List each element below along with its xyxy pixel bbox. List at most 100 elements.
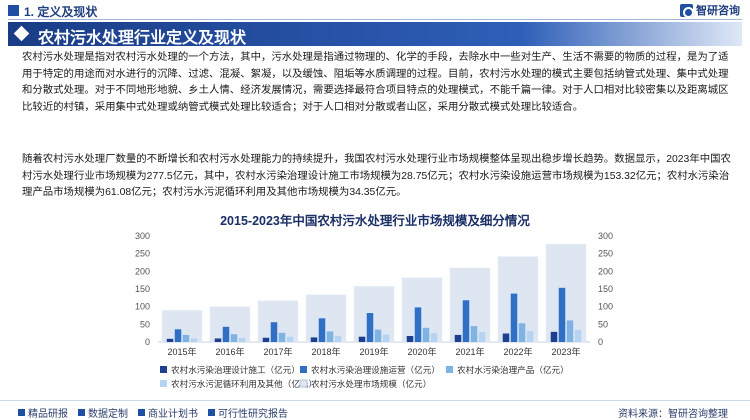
footer-tag[interactable]: 数据定制 — [78, 405, 128, 420]
legend-label: 农村水污染治理产品（亿元） — [457, 364, 569, 375]
total-market-bar — [545, 243, 587, 342]
segment-bar — [406, 335, 414, 342]
x-tick-label: 2021年 — [455, 346, 484, 357]
segment-bar — [262, 337, 270, 342]
total-market-bar — [161, 310, 203, 342]
segment-bar — [430, 333, 438, 342]
footer: 精品研报 数据定制 商业计划书 可行性研究报告 资料来源：智研咨询整理 — [0, 400, 750, 420]
source-note: 资料来源：智研咨询整理 — [618, 409, 728, 420]
segment-bar — [174, 329, 182, 342]
total-market-bar — [257, 300, 299, 342]
segment-bar — [190, 338, 198, 342]
legend-swatch — [300, 366, 307, 373]
footer-tag[interactable]: 可行性研究报告 — [208, 405, 288, 420]
y-right-tick-label: 150 — [598, 284, 613, 294]
y-right-tick-label: 50 — [598, 319, 608, 329]
market-size-chart: 0 50 100 150 200 250 300 0 50 100 150 200 250 300 2015… — [135, 231, 613, 389]
footer-tag[interactable]: 商业计划书 — [138, 405, 198, 420]
y-left-tick-label: 150 — [135, 284, 150, 294]
logo-icon — [680, 3, 694, 18]
y-left-tick-label: 50 — [140, 319, 150, 329]
x-tick-label: 2022年 — [503, 346, 532, 357]
segment-bar — [470, 326, 478, 342]
segment-bar — [222, 326, 230, 342]
segment-bar — [334, 335, 342, 342]
total-market-bar — [305, 294, 347, 342]
section-marker — [8, 5, 19, 16]
footer-tag-label: 可行性研究报告 — [218, 409, 288, 420]
segment-bar — [510, 293, 518, 342]
y-right-tick-label: 0 — [598, 337, 603, 347]
segment-bar — [366, 313, 374, 342]
legend-label: 农村水污染治理设计施工（亿元） — [171, 364, 300, 375]
total-market-bar — [209, 306, 251, 342]
segment-bar — [310, 337, 318, 342]
segment-bar — [422, 327, 430, 342]
segment-bar — [478, 332, 486, 342]
footer-tag-label: 精品研报 — [28, 409, 68, 420]
x-tick-label: 2015年 — [167, 346, 196, 357]
y-left-tick-label: 100 — [135, 302, 150, 312]
logo-text: 智研咨询 — [696, 5, 740, 17]
footer-tag[interactable]: 精品研报 — [18, 405, 68, 420]
legend-swatch — [446, 366, 453, 373]
segment-bar — [414, 307, 422, 342]
segment-bar — [574, 329, 582, 342]
footer-tags: 精品研报 数据定制 商业计划书 可行性研究报告 — [18, 405, 288, 420]
footer-tag-label: 商业计划书 — [148, 409, 198, 420]
y-right-tick-label: 100 — [598, 302, 613, 312]
total-market-bar — [401, 277, 443, 342]
y-left-tick-label: 250 — [135, 249, 150, 259]
y-left-tick-label: 200 — [135, 266, 150, 276]
chart-title: 2015-2023年中国农村污水处理行业市场规模及细分情况 — [220, 214, 530, 228]
segment-bar — [526, 331, 534, 342]
segment-bar — [550, 331, 558, 342]
y-right-tick-label: 200 — [598, 266, 613, 276]
y-right-tick-label: 250 — [598, 249, 613, 259]
headline-banner: 农村污水处理行业定义及现状 — [8, 22, 742, 47]
total-market-bar — [353, 286, 395, 342]
total-market-bar — [497, 256, 539, 342]
segment-bar — [286, 336, 294, 342]
definition-paragraph: 农村污水处理是指对农村污水处理的一个方法，其中，污水处理是指通过物理的、化学的手… — [22, 52, 729, 113]
x-tick-label: 2018年 — [311, 346, 340, 357]
segment-bar — [566, 320, 574, 342]
segment-bar — [558, 287, 566, 342]
legend-label: 农村污水处理市场规模（亿元） — [311, 378, 431, 389]
square-icon — [138, 409, 145, 416]
section-title: 1. 定义及现状 — [24, 5, 98, 19]
x-tick-label: 2020年 — [407, 346, 436, 357]
segment-bar — [318, 318, 326, 342]
legend-swatch — [160, 366, 167, 373]
y-right-tick-label: 300 — [598, 231, 613, 241]
segment-bar — [382, 334, 390, 342]
square-icon — [208, 409, 215, 416]
segment-bar — [278, 332, 286, 342]
legend-swatch — [160, 380, 167, 387]
segment-bar — [358, 336, 366, 342]
segment-bar — [462, 300, 470, 342]
brand-logo[interactable]: 智研咨询 — [680, 2, 740, 18]
segment-bar — [166, 338, 174, 342]
x-tick-label: 2023年 — [551, 346, 580, 357]
segment-bar — [454, 334, 462, 342]
segment-bar — [182, 334, 190, 342]
x-tick-label: 2017年 — [263, 346, 292, 357]
top-bar: 1. 定义及现状 智研咨询 — [0, 0, 750, 20]
diamond-icon — [13, 25, 30, 42]
x-tick-label: 2019年 — [359, 346, 388, 357]
segment-bar — [214, 338, 222, 342]
square-icon — [78, 409, 85, 416]
total-market-bar — [449, 267, 491, 342]
segment-bar — [374, 329, 382, 342]
legend-label: 农村水污染治理设施运营（亿元） — [311, 364, 440, 375]
segment-bar — [326, 331, 334, 342]
legend-label: 农村污水污泥循环利用及其他（亿元） — [171, 378, 317, 389]
page-title: 农村污水处理行业定义及现状 — [38, 30, 247, 47]
x-tick-label: 2016年 — [215, 346, 244, 357]
square-icon — [18, 409, 25, 416]
segment-bar — [502, 333, 510, 342]
y-left-tick-label: 300 — [135, 231, 150, 241]
segment-bar — [230, 334, 238, 342]
segment-bar — [238, 337, 246, 342]
